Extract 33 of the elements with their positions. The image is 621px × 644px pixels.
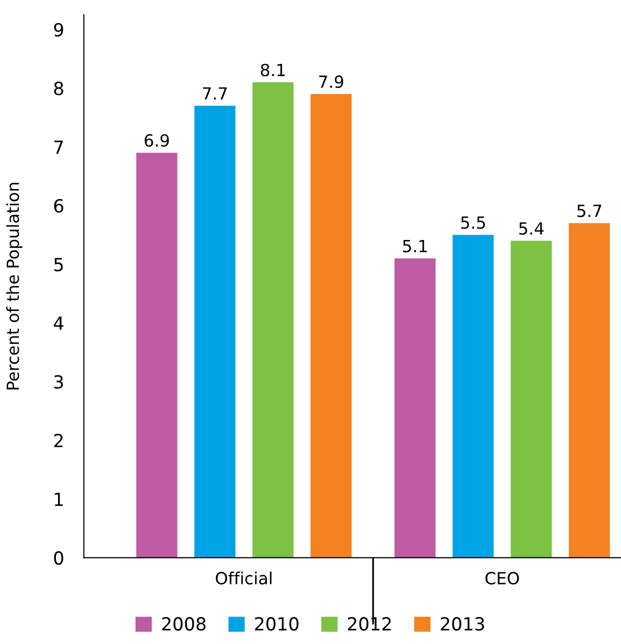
data-label: 5.1 xyxy=(403,240,427,252)
legend-label: 2013 xyxy=(440,617,484,631)
y-tick-label: 9 xyxy=(54,22,64,37)
y-tick-label: 5 xyxy=(54,258,63,272)
x-tick-label: CEO xyxy=(485,572,519,584)
y-tick-label: 4 xyxy=(54,316,64,330)
bar xyxy=(252,82,294,558)
bar xyxy=(510,240,552,558)
data-label: 7.7 xyxy=(203,87,227,100)
data-label: 5.5 xyxy=(461,216,485,229)
bar xyxy=(136,152,178,558)
y-tick-label: 7 xyxy=(54,140,63,154)
legend-label: 2010 xyxy=(255,617,298,631)
legend-label: 2012 xyxy=(348,617,391,631)
y-tick-label: 3 xyxy=(54,375,63,389)
bar xyxy=(568,223,610,558)
data-label: 7.9 xyxy=(319,75,344,88)
legend-label: 2008 xyxy=(162,617,206,631)
y-tick-label: 0 xyxy=(54,551,64,565)
y-tick-label: 1 xyxy=(54,492,63,506)
bar xyxy=(452,234,494,558)
bar xyxy=(194,106,236,558)
bar xyxy=(394,258,436,558)
data-label: 5.4 xyxy=(519,222,544,235)
data-label: 6.9 xyxy=(144,134,169,147)
y-axis-title: Percent of the Population xyxy=(6,182,22,390)
data-label: 8.1 xyxy=(260,64,285,76)
x-tick-label: Official xyxy=(216,572,272,584)
y-tick-label: 8 xyxy=(54,82,64,96)
bar xyxy=(310,94,352,558)
y-tick-label: 6 xyxy=(54,199,64,213)
y-tick-label: 2 xyxy=(54,434,63,448)
data-label: 5.7 xyxy=(577,204,602,218)
